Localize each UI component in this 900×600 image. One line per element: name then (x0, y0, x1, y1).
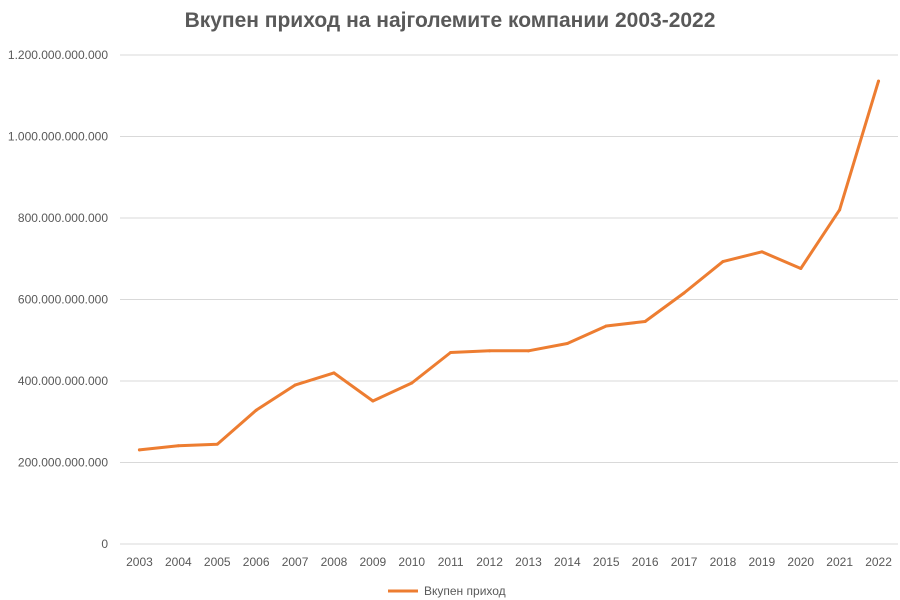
data-point (410, 381, 414, 385)
y-tick-label: 1.200.000.000.000 (8, 48, 108, 62)
y-tick-label: 600.000.000.000 (18, 293, 108, 307)
x-tick-label: 2015 (593, 555, 620, 569)
legend-label: Вкупен приход (424, 584, 506, 598)
series-line (137, 79, 880, 452)
data-point (526, 349, 530, 353)
data-point (682, 291, 686, 295)
data-point (137, 448, 141, 452)
legend: Вкупен приход (388, 584, 506, 598)
data-point (838, 208, 842, 212)
data-point (293, 383, 297, 387)
x-tick-label: 2019 (748, 555, 775, 569)
data-point (332, 371, 336, 375)
data-point (176, 444, 180, 448)
data-point (760, 250, 764, 254)
x-tick-label: 2012 (476, 555, 503, 569)
data-point (643, 320, 647, 324)
y-tick-label: 800.000.000.000 (18, 211, 108, 225)
y-tick-label: 0 (101, 537, 108, 551)
x-tick-label: 2016 (632, 555, 659, 569)
y-tick-label: 1.000.000.000.000 (8, 130, 108, 144)
y-tick-label: 200.000.000.000 (18, 456, 108, 470)
x-axis-ticks: 2003 2004 2005 2006 2007 2008 2009 2010 2011 2012… (126, 555, 892, 569)
x-tick-label: 2006 (243, 555, 270, 569)
x-tick-label: 2005 (204, 555, 231, 569)
x-tick-label: 2009 (359, 555, 386, 569)
data-point (721, 260, 725, 264)
series-layer (137, 79, 881, 452)
x-tick-label: 2007 (282, 555, 309, 569)
data-point (565, 342, 569, 346)
x-tick-label: 2017 (671, 555, 698, 569)
x-tick-label: 2020 (787, 555, 814, 569)
x-tick-label: 2008 (321, 555, 348, 569)
data-point (449, 350, 453, 354)
x-tick-label: 2010 (398, 555, 425, 569)
x-tick-label: 2003 (126, 555, 153, 569)
data-point (877, 79, 881, 83)
chart-title: Вкупен приход на најголемите компании 20… (185, 9, 716, 32)
x-tick-label: 2013 (515, 555, 542, 569)
gridlines (120, 54, 898, 545)
data-point (371, 399, 375, 403)
x-tick-label: 2011 (438, 555, 464, 569)
data-point (215, 442, 219, 446)
x-tick-label: 2021 (826, 555, 853, 569)
x-tick-label: 2018 (710, 555, 737, 569)
y-axis-ticks: 0 200.000.000.000 400.000.000.000 600.000.0… (8, 48, 108, 551)
data-point (604, 324, 608, 328)
data-point (488, 349, 492, 353)
data-point (799, 267, 803, 271)
x-tick-label: 2004 (165, 555, 192, 569)
y-tick-label: 400.000.000.000 (18, 374, 108, 388)
data-point (254, 408, 258, 412)
x-tick-label: 2022 (865, 555, 892, 569)
x-tick-label: 2014 (554, 555, 581, 569)
